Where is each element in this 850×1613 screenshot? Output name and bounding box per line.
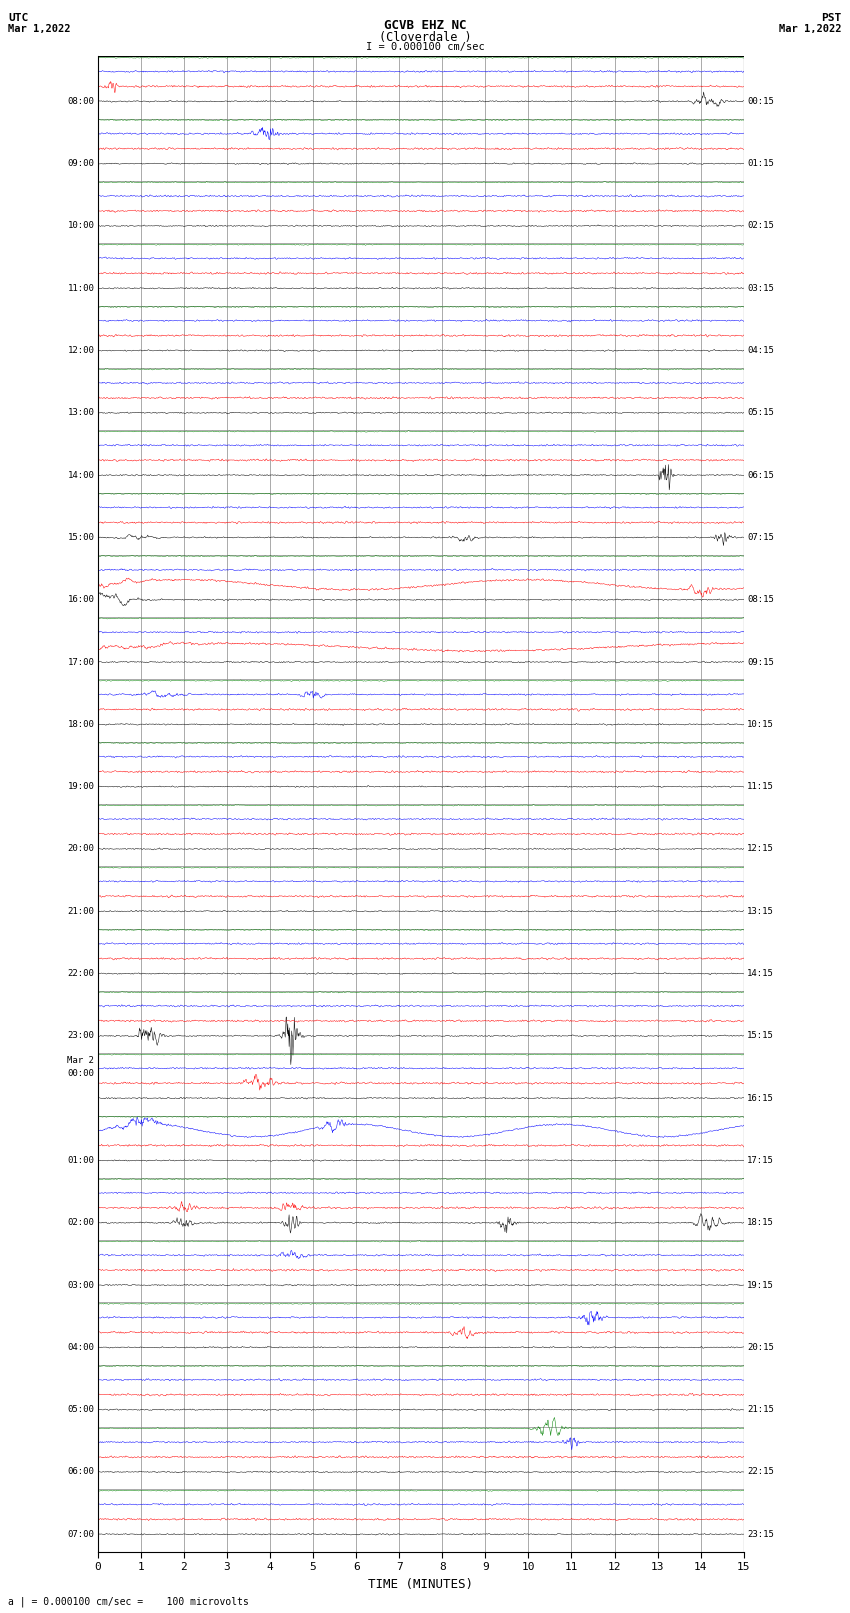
Text: Mar 2: Mar 2	[67, 1057, 94, 1066]
Text: 23:15: 23:15	[747, 1529, 774, 1539]
Text: 04:00: 04:00	[67, 1344, 94, 1352]
Text: 23:00: 23:00	[67, 1031, 94, 1040]
Text: 01:15: 01:15	[747, 160, 774, 168]
Text: 13:00: 13:00	[67, 408, 94, 418]
Text: UTC: UTC	[8, 13, 29, 23]
Text: 17:00: 17:00	[67, 658, 94, 666]
Text: 20:00: 20:00	[67, 845, 94, 853]
Text: 18:15: 18:15	[747, 1218, 774, 1227]
Text: 00:15: 00:15	[747, 97, 774, 106]
Text: 20:15: 20:15	[747, 1344, 774, 1352]
Text: 13:15: 13:15	[747, 907, 774, 916]
Text: 01:00: 01:00	[67, 1157, 94, 1165]
Text: 16:15: 16:15	[747, 1094, 774, 1103]
Text: 05:00: 05:00	[67, 1405, 94, 1415]
Text: 21:00: 21:00	[67, 907, 94, 916]
Text: 04:15: 04:15	[747, 347, 774, 355]
Text: 22:00: 22:00	[67, 969, 94, 977]
Text: 22:15: 22:15	[747, 1468, 774, 1476]
Text: 16:00: 16:00	[67, 595, 94, 605]
Text: 08:15: 08:15	[747, 595, 774, 605]
Text: a | = 0.000100 cm/sec =    100 microvolts: a | = 0.000100 cm/sec = 100 microvolts	[8, 1595, 249, 1607]
Text: 21:15: 21:15	[747, 1405, 774, 1415]
Text: 06:00: 06:00	[67, 1468, 94, 1476]
Text: 18:00: 18:00	[67, 719, 94, 729]
Text: 00:00: 00:00	[67, 1069, 94, 1077]
Text: 07:15: 07:15	[747, 532, 774, 542]
Text: 03:00: 03:00	[67, 1281, 94, 1289]
Text: 07:00: 07:00	[67, 1529, 94, 1539]
Text: 09:15: 09:15	[747, 658, 774, 666]
Text: 11:15: 11:15	[747, 782, 774, 790]
Text: 15:00: 15:00	[67, 532, 94, 542]
Text: 10:00: 10:00	[67, 221, 94, 231]
Text: 10:15: 10:15	[747, 719, 774, 729]
Text: 12:00: 12:00	[67, 347, 94, 355]
Text: 03:15: 03:15	[747, 284, 774, 292]
Text: 05:15: 05:15	[747, 408, 774, 418]
Text: (Cloverdale ): (Cloverdale )	[379, 31, 471, 44]
Text: 12:15: 12:15	[747, 845, 774, 853]
Text: 14:00: 14:00	[67, 471, 94, 479]
Text: 11:00: 11:00	[67, 284, 94, 292]
Text: 14:15: 14:15	[747, 969, 774, 977]
Text: I = 0.000100 cm/sec: I = 0.000100 cm/sec	[366, 42, 484, 52]
Text: 17:15: 17:15	[747, 1157, 774, 1165]
Text: 15:15: 15:15	[747, 1031, 774, 1040]
Text: 08:00: 08:00	[67, 97, 94, 106]
Text: PST: PST	[821, 13, 842, 23]
Text: 19:00: 19:00	[67, 782, 94, 790]
Text: Mar 1,2022: Mar 1,2022	[8, 24, 71, 34]
Text: 09:00: 09:00	[67, 160, 94, 168]
Text: GCVB EHZ NC: GCVB EHZ NC	[383, 19, 467, 32]
Text: 06:15: 06:15	[747, 471, 774, 479]
X-axis label: TIME (MINUTES): TIME (MINUTES)	[368, 1578, 473, 1590]
Text: 02:15: 02:15	[747, 221, 774, 231]
Text: 02:00: 02:00	[67, 1218, 94, 1227]
Text: 19:15: 19:15	[747, 1281, 774, 1289]
Text: Mar 1,2022: Mar 1,2022	[779, 24, 842, 34]
